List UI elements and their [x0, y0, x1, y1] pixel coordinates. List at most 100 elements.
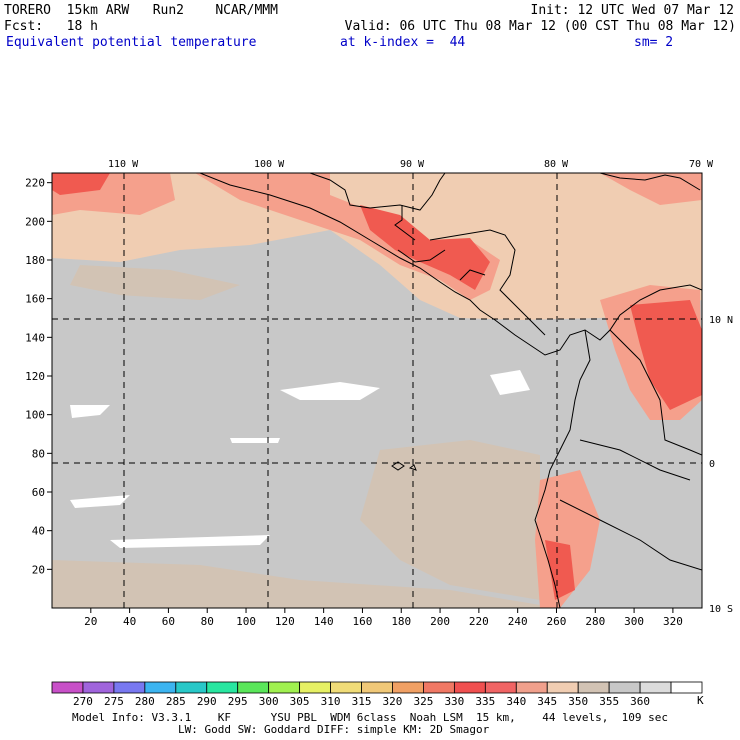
lat-label-0: 0 — [709, 459, 715, 470]
model-info-line1: Model Info: V3.3.1 KF YSU PBL WDM 6class… — [72, 711, 669, 724]
border-4 — [579, 439, 691, 481]
field-white-2 — [490, 370, 530, 395]
colorbar-label: 270 — [73, 695, 93, 708]
colorbar-label: 290 — [197, 695, 217, 708]
field-white-3 — [70, 405, 110, 418]
x-tick-label: 60 — [162, 615, 175, 628]
colorbar-label: 295 — [228, 695, 248, 708]
border-6 — [394, 205, 416, 241]
colorbar-label: 305 — [290, 695, 310, 708]
colorbar-swatch — [670, 681, 703, 694]
x-tick-label: 160 — [353, 615, 373, 628]
y-tick-label: 80 — [32, 447, 45, 460]
colorbar-label: 360 — [630, 695, 650, 708]
colorbar-labels: 270 275 280 285 290 295 300 305 310 315 320 325 330 3… — [73, 695, 650, 708]
colorbar-swatch — [546, 681, 579, 694]
y-tick-label: 220 — [25, 177, 45, 190]
border-1 — [397, 249, 446, 263]
x-tick-label: 180 — [391, 615, 411, 628]
x-tick-label: 280 — [585, 615, 605, 628]
lat-label-10s: 10 S — [709, 604, 733, 615]
colorbar-swatch — [144, 681, 177, 694]
y-tick-label: 160 — [25, 293, 45, 306]
colorbar-swatch — [639, 681, 672, 694]
x-tick-label: 300 — [624, 615, 644, 628]
colorbar-swatch — [577, 681, 610, 694]
y-tick-label: 140 — [25, 331, 45, 344]
colorbar-swatch — [268, 681, 301, 694]
colorbar-label: 300 — [259, 695, 279, 708]
field-salmon-caribbean — [600, 173, 702, 205]
header-model-run: TORERO 15km ARW Run2 NCAR/MMM — [4, 3, 278, 18]
colorbar-label: 325 — [413, 695, 433, 708]
coast-caribbean-islands — [599, 173, 701, 191]
colorbar-label: 280 — [135, 695, 155, 708]
colorbar-swatch — [608, 681, 641, 694]
x-tick-label: 240 — [508, 615, 528, 628]
y-tick-label: 100 — [25, 409, 45, 422]
field-red-mexico — [52, 173, 110, 195]
x-tick-label: 320 — [663, 615, 683, 628]
colorbar-swatch — [206, 681, 239, 694]
field-tan-ne — [330, 173, 702, 320]
x-tick-label: 120 — [275, 615, 295, 628]
y-tick-label: 20 — [32, 563, 45, 576]
field-warmgray-south — [52, 560, 540, 608]
map-field — [52, 173, 702, 608]
field-white-5 — [110, 535, 270, 548]
colorbar-swatch — [515, 681, 548, 694]
colorbar-label: 335 — [475, 695, 495, 708]
y-tick-label: 40 — [32, 525, 45, 538]
field-white-6 — [230, 438, 280, 443]
x-tick-label: 100 — [236, 615, 256, 628]
colorbar-swatch — [392, 681, 424, 694]
colorbar-label: 315 — [352, 695, 372, 708]
field-salmon-centralamerica — [195, 173, 500, 300]
colorbar-unit: K — [697, 694, 704, 707]
field-red-peru — [545, 540, 575, 600]
field-warmgray-central — [360, 440, 540, 600]
colorbar-swatch — [237, 681, 270, 694]
x-tick-label: 40 — [123, 615, 136, 628]
lon-label-100w: 100 W — [254, 159, 285, 170]
border-2 — [459, 269, 486, 281]
colorbar-swatch — [51, 681, 84, 694]
x-tick-label: 220 — [469, 615, 489, 628]
map-frame — [51, 172, 703, 609]
x-axis-ticks: 20 40 60 80 100 120 140 160 180 200 220 240 260 280 30… — [84, 608, 683, 628]
x-tick-label: 20 — [84, 615, 97, 628]
x-tick-label: 140 — [314, 615, 334, 628]
x-tick-label: 200 — [430, 615, 450, 628]
colorbar-label: 275 — [104, 695, 124, 708]
coastlines — [199, 173, 702, 608]
header-valid-time: Valid: 06 UTC Thu 08 Mar 12 (00 CST Thu … — [344, 19, 736, 34]
header-init-time: Init: 12 UTC Wed 07 Mar 12 — [530, 3, 735, 18]
y-tick-label: 120 — [25, 370, 45, 383]
colorbar-label: 320 — [383, 695, 403, 708]
header-forecast-hour: Fcst: 18 h — [4, 19, 98, 34]
y-axis-ticks: 20 40 60 80 100 120 140 160 180 200 220 — [25, 177, 52, 576]
model-info-line2: LW: Godd SW: Goddard DIFF: simple KM: 2D… — [72, 723, 490, 736]
smoothing-label: sm= 2 — [634, 35, 674, 50]
colorbar-label: 350 — [568, 695, 588, 708]
field-warmgray-nw — [70, 265, 240, 300]
colorbar-swatch — [82, 681, 115, 694]
colorbar-swatch — [423, 681, 455, 694]
coast-south-america-pacific — [534, 329, 591, 608]
x-tick-label: 80 — [201, 615, 214, 628]
coast-yucatan — [309, 173, 446, 211]
coast-pacific-central-america — [199, 173, 702, 356]
grid-lines — [52, 173, 702, 608]
x-tick-label: 260 — [547, 615, 567, 628]
field-red-colombia — [630, 300, 702, 410]
colorbar-swatch — [361, 681, 393, 694]
colorbar-swatch — [453, 681, 486, 694]
colorbar-swatch — [175, 681, 208, 694]
colorbar-swatch — [484, 681, 517, 694]
y-tick-label: 200 — [25, 215, 45, 228]
colorbar-label: 345 — [537, 695, 557, 708]
coast-caribbean-ca — [429, 229, 546, 336]
field-name: Equivalent potential temperature — [6, 35, 257, 50]
border-5 — [559, 499, 702, 571]
